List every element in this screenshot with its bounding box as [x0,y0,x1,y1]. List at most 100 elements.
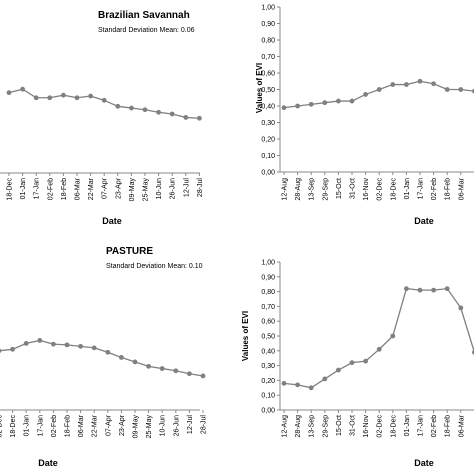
data-point [295,103,300,109]
data-point [10,346,16,352]
x-tick-label: 18-Feb [445,415,452,437]
data-point [105,349,111,355]
y-tick-label: 0,00 [261,408,275,415]
x-tick-label: 18-Dec [390,178,397,201]
series-line [0,339,204,377]
data-point [349,360,355,366]
x-tick-label: 23-Apr [119,414,126,436]
data-point [33,95,39,101]
data-point [390,82,396,87]
data-point [363,358,368,364]
x-tick-label: 28-Jul [197,178,204,198]
x-tick-label: 07-Apr [105,414,112,436]
x-tick-label: 06-Mar [75,177,82,200]
x-tick-label: 26-Jun [170,178,177,200]
data-point [159,366,165,371]
data-point [308,385,314,391]
y-tick-label: 0,70 [261,304,275,311]
data-point [129,105,134,111]
data-point [349,98,355,104]
x-tick-label: 12-Jul [187,415,194,435]
data-point [431,287,436,293]
data-point [281,380,287,386]
data-point [146,363,152,369]
x-tick-label: 22-Mar [92,414,99,437]
x-axis-label: Date [414,458,434,468]
data-point [91,345,97,351]
y-tick-label: 0,10 [261,393,275,400]
y-tick-label: 0,80 [261,38,275,45]
x-tick-label: 25-May [143,178,150,202]
y-tick-label: 1,00 [261,260,275,267]
x-tick-label: 07-Apr [102,177,109,199]
data-point [444,286,450,292]
x-tick-label: 26-Jun [173,415,180,437]
series-line [283,287,474,389]
x-tick-label: 06-Mar [78,414,85,437]
y-tick-label: 0,00 [261,170,275,177]
chart-panel-pasture: PASTURE Standard Deviation Mean: 0.10 Da… [0,246,208,468]
data-point [64,342,70,348]
data-point [37,338,43,343]
data-point [431,81,436,87]
x-tick-label: 31-Oct [350,178,357,199]
y-tick-label: 1,00 [261,5,275,12]
x-tick-label: 31-Oct [350,415,357,436]
x-tick-label: 16-Nov [363,415,370,438]
x-tick-label: 17-Jan [418,415,425,437]
data-point [404,286,409,292]
x-tick-label: 09-May [129,178,136,202]
data-point [88,93,93,99]
data-point [142,107,148,113]
data-point [363,92,368,97]
x-tick-label: 18-Feb [61,178,68,200]
x-tick-label: 12-Jul [183,178,190,198]
chart-title: Brazilian Savannah [98,10,190,21]
x-tick-label: 02-Dec [0,415,4,438]
y-tick-label: 0,40 [261,348,275,355]
data-point [51,341,56,347]
data-point [74,95,80,101]
data-point [295,382,300,388]
data-point [322,376,328,382]
data-point [390,333,396,339]
data-point [308,101,314,107]
y-tick-label: 0,70 [261,54,275,61]
x-tick-label: 02-Feb [431,415,438,437]
x-tick-label: 12-Aug [282,415,289,438]
data-point [119,355,124,360]
y-axis-label: Values of EVI [241,311,250,361]
x-tick-label: 01-Jan [20,178,27,200]
data-point [115,103,121,109]
data-point [47,95,53,101]
data-point [187,371,192,377]
data-point [183,115,189,120]
data-point [132,359,138,365]
x-tick-label: 02-Feb [51,415,58,437]
x-tick-label: 18-Dec [7,178,14,201]
data-point [78,343,83,349]
data-point [322,100,328,106]
y-tick-label: 0,90 [261,274,275,281]
x-tick-label: 02-Dec [377,178,384,201]
x-tick-label: 28-Jul [201,415,208,435]
x-tick-label: 15-Oct [336,178,343,199]
y-tick-label: 0,20 [261,378,275,385]
y-tick-label: 0,50 [261,334,275,341]
x-tick-label: 17-Jan [34,178,41,200]
y-tick-label: 0,40 [261,104,275,111]
y-tick-label: 0,30 [261,120,275,127]
data-point [169,111,175,117]
chart-subtitle: Standard Deviation Mean: 0.06 [98,27,195,34]
data-point [336,98,341,104]
x-tick-label: 13-Sep [309,415,316,438]
x-tick-label: 17-Jan [37,415,44,437]
x-tick-label: 28-Aug [295,415,302,438]
x-tick-label: 12-Aug [282,178,289,201]
x-tick-label: 18-Dec [10,415,17,438]
data-point [200,373,206,379]
x-tick-label: 29-Sep [322,415,329,438]
data-point [417,78,423,84]
x-tick-label: 17-Jan [418,178,425,200]
